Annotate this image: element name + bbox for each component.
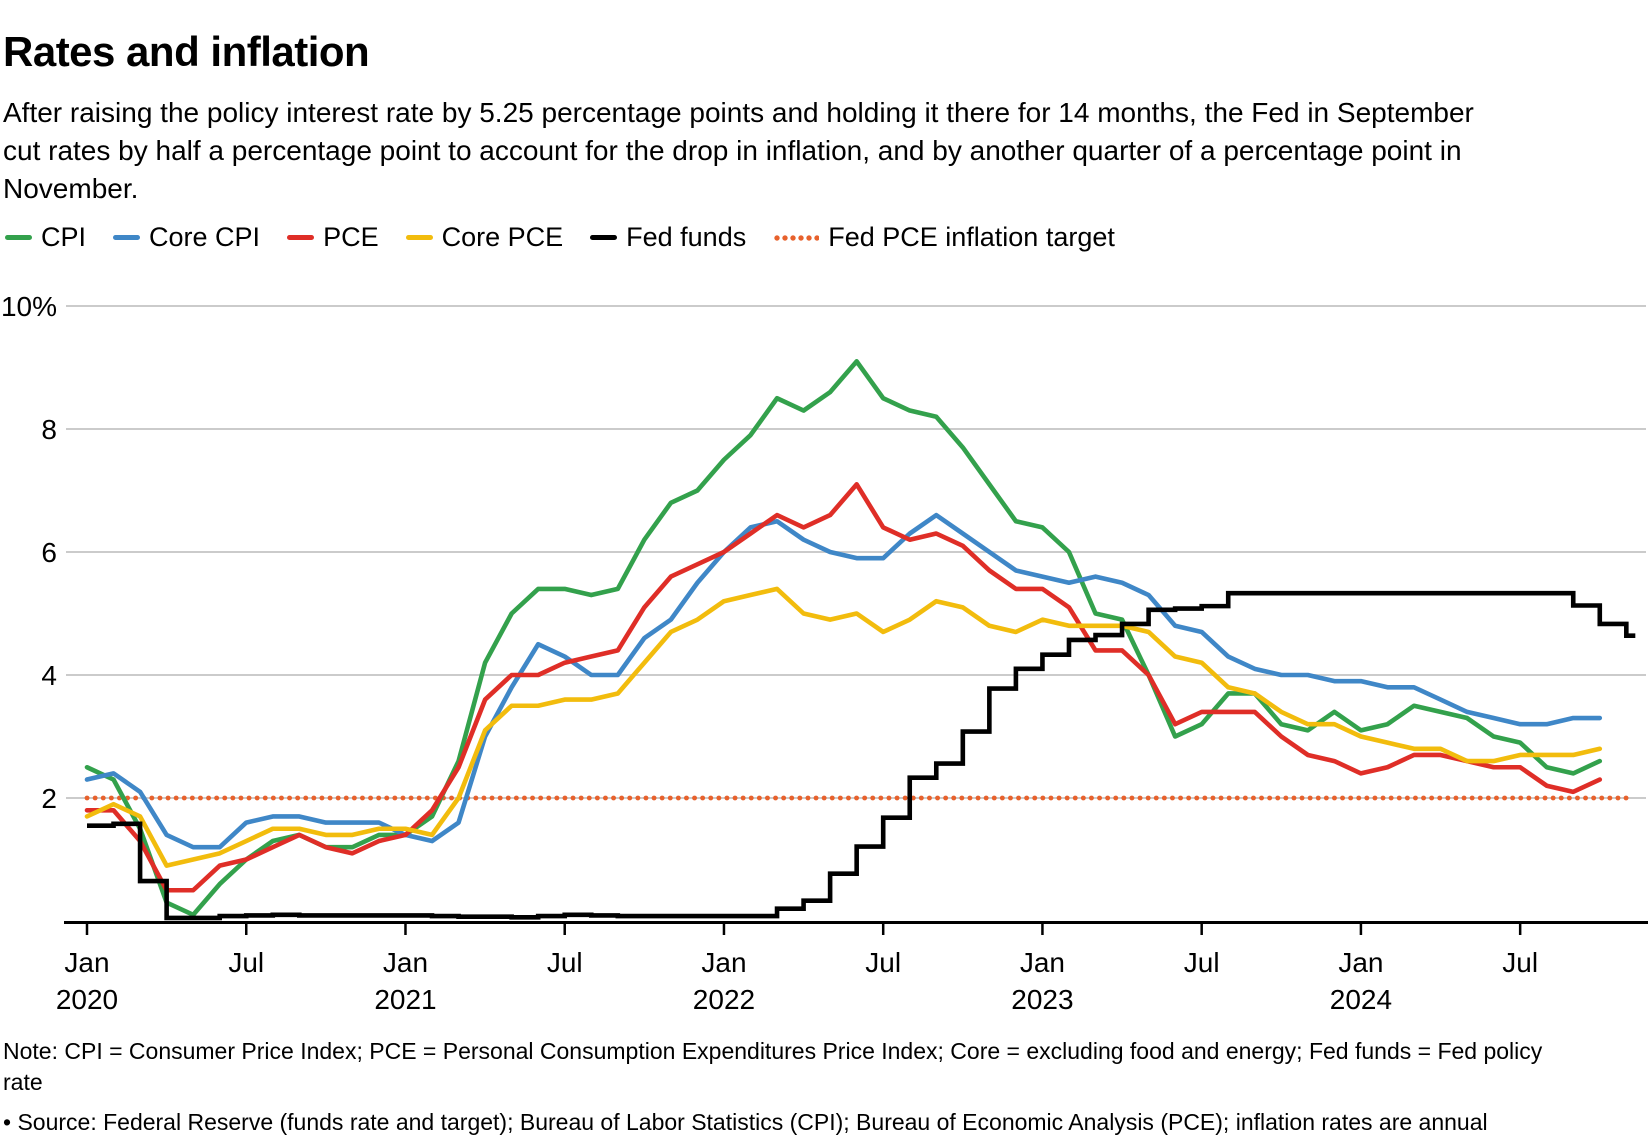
chart-note: Note: CPI = Consumer Price Index; PCE = … (3, 1038, 1543, 1095)
legend-label: Fed PCE inflation target (828, 222, 1115, 252)
page-title: Rates and inflation (3, 28, 370, 76)
series-lines (84, 359, 1636, 921)
legend-label: CPI (41, 222, 87, 252)
fed-funds-swatch-icon (590, 235, 618, 240)
legend-item-fed-funds: Fed funds (590, 222, 746, 253)
x-tick-year-label: 2024 (1330, 984, 1392, 1015)
legend-label: Core CPI (149, 222, 261, 252)
y-axis-label: 10% (1, 291, 57, 322)
x-tick-label: Jul (865, 947, 901, 978)
series-fed-funds (87, 590, 1636, 921)
x-tick-label: Jan (701, 947, 746, 978)
legend-item-cpi: CPI (5, 222, 86, 253)
x-tick-year-label: 2021 (374, 984, 436, 1015)
x-tick-label: Jan (383, 947, 428, 978)
core-cpi-swatch-icon (113, 235, 141, 240)
x-tick-label: Jan (64, 947, 109, 978)
fed-pce-inflation-target-swatch-icon (773, 234, 820, 241)
x-axis: Jan 2020 Jul Jan 2021 Jul Jan 2022 Jul Jan 2023 Jul… (56, 921, 1648, 1015)
series-core-pce (84, 586, 1603, 868)
pce-swatch-icon (287, 235, 315, 240)
chart-source: • Source: Federal Reserve (funds rate an… (3, 1109, 1488, 1135)
series-core-cpi (84, 512, 1603, 850)
x-tick-year-label: 2020 (56, 984, 118, 1015)
x-tick-year-label: 2023 (1011, 984, 1073, 1015)
x-tick-label: Jul (1184, 947, 1220, 978)
legend-item-fed-pce-inflation-target: Fed PCE inflation target (773, 222, 1115, 253)
series-cpi (84, 359, 1603, 918)
legend: CPI Core CPI PCE Core PCE Fed funds Fed PCE i… (5, 222, 1115, 253)
x-tick-label: Jan (1338, 947, 1383, 978)
y-axis-label: 6 (41, 537, 57, 568)
y-axis-label: 8 (41, 414, 57, 445)
series-pce (84, 482, 1603, 893)
gridlines: 10% 8 6 4 2 (1, 291, 1646, 814)
legend-label: Core PCE (441, 222, 564, 252)
core-pce-swatch-icon (405, 235, 433, 240)
x-tick-label: Jul (547, 947, 583, 978)
legend-item-core-cpi: Core CPI (113, 222, 260, 253)
x-tick-label: Jul (1502, 947, 1538, 978)
legend-item-core-pce: Core PCE (405, 222, 564, 253)
chart-subtitle: After raising the policy interest rate b… (3, 97, 1474, 204)
y-axis-label: 4 (41, 660, 57, 691)
x-tick-label: Jul (228, 947, 264, 978)
legend-label: PCE (323, 222, 379, 252)
y-axis-label: 2 (41, 783, 57, 814)
chart-area: 10% 8 6 4 2 Jan 2020 Jul Jan 2021 Jul Jan 2022 Jul Jan… (0, 278, 1648, 1038)
cpi-swatch-icon (5, 235, 32, 240)
legend-item-pce: PCE (287, 222, 379, 253)
legend-label: Fed funds (626, 222, 747, 252)
x-tick-year-label: 2022 (693, 984, 755, 1015)
x-tick-label: Jan (1020, 947, 1065, 978)
chart-notes: Note: CPI = Consumer Price Index; PCE = … (3, 1036, 1548, 1147)
